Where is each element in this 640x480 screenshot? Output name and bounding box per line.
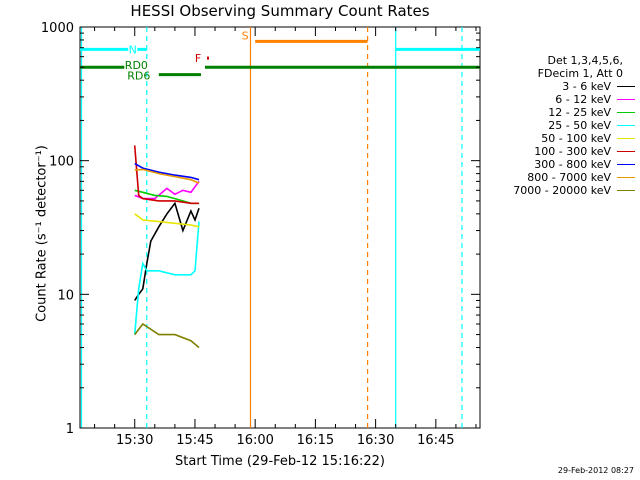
legend-swatch bbox=[617, 86, 635, 87]
interval-label: RD0 bbox=[125, 59, 148, 72]
legend-swatch bbox=[617, 177, 635, 178]
legend-swatch bbox=[617, 164, 635, 165]
y-tick-label: 1 bbox=[66, 422, 74, 437]
legend-entry: 12 - 25 keV bbox=[490, 106, 635, 119]
y-axis-label: Count Rate (s⁻¹ detector⁻¹) bbox=[34, 145, 50, 322]
legend-header-line-1: Det 1,3,4,5,6, bbox=[547, 54, 623, 67]
x-tick-label: 16:00 bbox=[236, 433, 273, 448]
series-line bbox=[134, 162, 200, 181]
series-line bbox=[134, 213, 200, 228]
y-tick-label: 100 bbox=[49, 155, 74, 170]
legend-swatch bbox=[617, 99, 635, 100]
legend-label: 3 - 6 keV bbox=[562, 80, 611, 93]
legend-label: 7000 - 20000 keV bbox=[513, 184, 611, 197]
legend-entry: 3 - 6 keV bbox=[490, 80, 635, 93]
x-tick-label: 16:30 bbox=[357, 433, 394, 448]
legend-entry: 100 - 300 keV bbox=[490, 145, 635, 158]
legend-label: 25 - 50 keV bbox=[548, 119, 611, 132]
legend: Det 1,3,4,5,6, FDecim 1, Att 0 3 - 6 keV… bbox=[490, 54, 635, 197]
legend-swatch bbox=[617, 112, 635, 113]
chart-title: HESSI Observing Summary Count Rates bbox=[130, 2, 430, 20]
x-tick-label: 16:45 bbox=[417, 433, 454, 448]
legend-label: 12 - 25 keV bbox=[548, 106, 611, 119]
series-line bbox=[134, 201, 200, 301]
legend-swatch bbox=[617, 151, 635, 152]
interval-label: N bbox=[129, 43, 137, 56]
legend-label: 50 - 100 keV bbox=[541, 132, 611, 145]
legend-entry: 300 - 800 keV bbox=[490, 158, 635, 171]
interval-label: F bbox=[195, 52, 201, 65]
legend-swatch bbox=[617, 138, 635, 139]
y-tick-label: 1000 bbox=[41, 21, 74, 36]
legend-entry: 25 - 50 keV bbox=[490, 119, 635, 132]
y-tick-label: 10 bbox=[57, 288, 74, 303]
legend-entry: 6 - 12 keV bbox=[490, 93, 635, 106]
plot-frame bbox=[79, 26, 481, 429]
plot-axes bbox=[79, 26, 481, 429]
series-line bbox=[134, 168, 200, 184]
legend-swatch bbox=[617, 125, 635, 126]
interval-label: RD6 bbox=[127, 70, 150, 83]
x-tick-label: 16:15 bbox=[297, 433, 334, 448]
interval-label: S bbox=[242, 29, 249, 42]
axis-ticks: 1 10 100 1000 15:30 15:45 16:00 16:15 16:30 16:45 bbox=[41, 21, 480, 448]
legend-swatch bbox=[617, 190, 635, 191]
legend-label: 100 - 300 keV bbox=[534, 145, 611, 158]
series-line bbox=[133, 145, 199, 205]
vertical-markers bbox=[80, 27, 463, 428]
data-series bbox=[133, 145, 200, 349]
legend-entry: 50 - 100 keV bbox=[490, 132, 635, 145]
generation-timestamp: 29-Feb-2012 08:27 bbox=[557, 466, 634, 475]
legend-label: 6 - 12 keV bbox=[555, 93, 611, 106]
legend-header-line-2: FDecim 1, Att 0 bbox=[537, 67, 623, 80]
x-axis-label: Start Time (29-Feb-12 15:16:22) bbox=[175, 454, 385, 469]
legend-label: 800 - 7000 keV bbox=[527, 171, 611, 184]
legend-label: 300 - 800 keV bbox=[534, 158, 611, 171]
series-line bbox=[134, 322, 200, 349]
x-tick-label: 15:30 bbox=[116, 433, 153, 448]
legend-entry: 7000 - 20000 keV bbox=[490, 184, 635, 197]
legend-entry: 800 - 7000 keV bbox=[490, 171, 635, 184]
x-tick-label: 15:45 bbox=[176, 433, 213, 448]
legend-entries: 3 - 6 keV 6 - 12 keV 12 - 25 keV 25 - 50 ke… bbox=[490, 80, 635, 197]
series-line bbox=[133, 221, 200, 335]
